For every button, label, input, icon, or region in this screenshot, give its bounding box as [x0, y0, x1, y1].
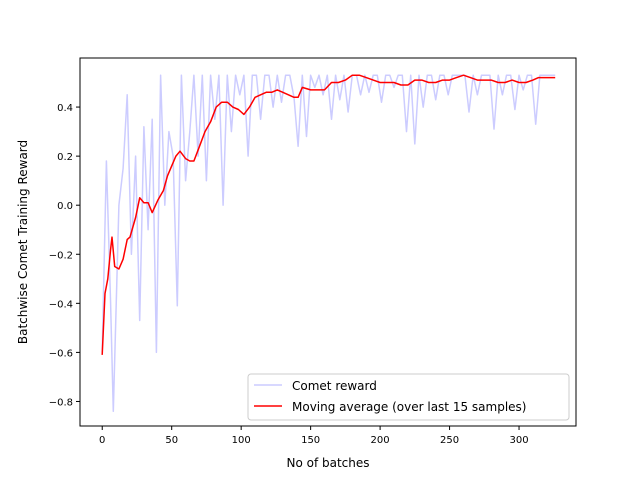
y-axis-ticks: −0.8 −0.6 −0.4 −0.2 0.0 0.2 0.4 — [49, 103, 80, 408]
legend-label-comet-reward: Comet reward — [292, 379, 377, 393]
x-tick-label: 250 — [440, 435, 459, 446]
legend: Comet reward Moving average (over last 1… — [247, 373, 570, 421]
legend-box — [247, 373, 570, 421]
y-tick-label: −0.8 — [49, 397, 73, 408]
x-tick-label: 50 — [165, 435, 178, 446]
y-tick-label: −0.6 — [49, 348, 73, 359]
x-tick-label: 100 — [232, 435, 251, 446]
y-tick-label: 0.4 — [57, 103, 73, 114]
series-line-0 — [101, 74, 556, 413]
x-tick-label: 200 — [371, 435, 390, 446]
x-tick-label: 150 — [301, 435, 320, 446]
x-tick-label: 0 — [99, 435, 105, 446]
y-tick-label: 0.2 — [57, 152, 73, 163]
y-axis-label: Batchwise Comet Training Reward — [16, 140, 30, 344]
y-tick-label: 0.0 — [57, 201, 73, 212]
series-layer — [101, 74, 556, 413]
legend-label-moving-average: Moving average (over last 15 samples) — [292, 400, 526, 414]
x-tick-label: 300 — [509, 435, 528, 446]
y-tick-label: −0.2 — [49, 250, 73, 261]
plot-frame — [79, 57, 577, 427]
x-axis-label: No of batches — [286, 456, 369, 470]
x-axis-ticks: 0 50 100 150 200 250 300 — [99, 426, 529, 446]
series-line-1 — [101, 74, 556, 355]
y-tick-label: −0.4 — [49, 299, 73, 310]
